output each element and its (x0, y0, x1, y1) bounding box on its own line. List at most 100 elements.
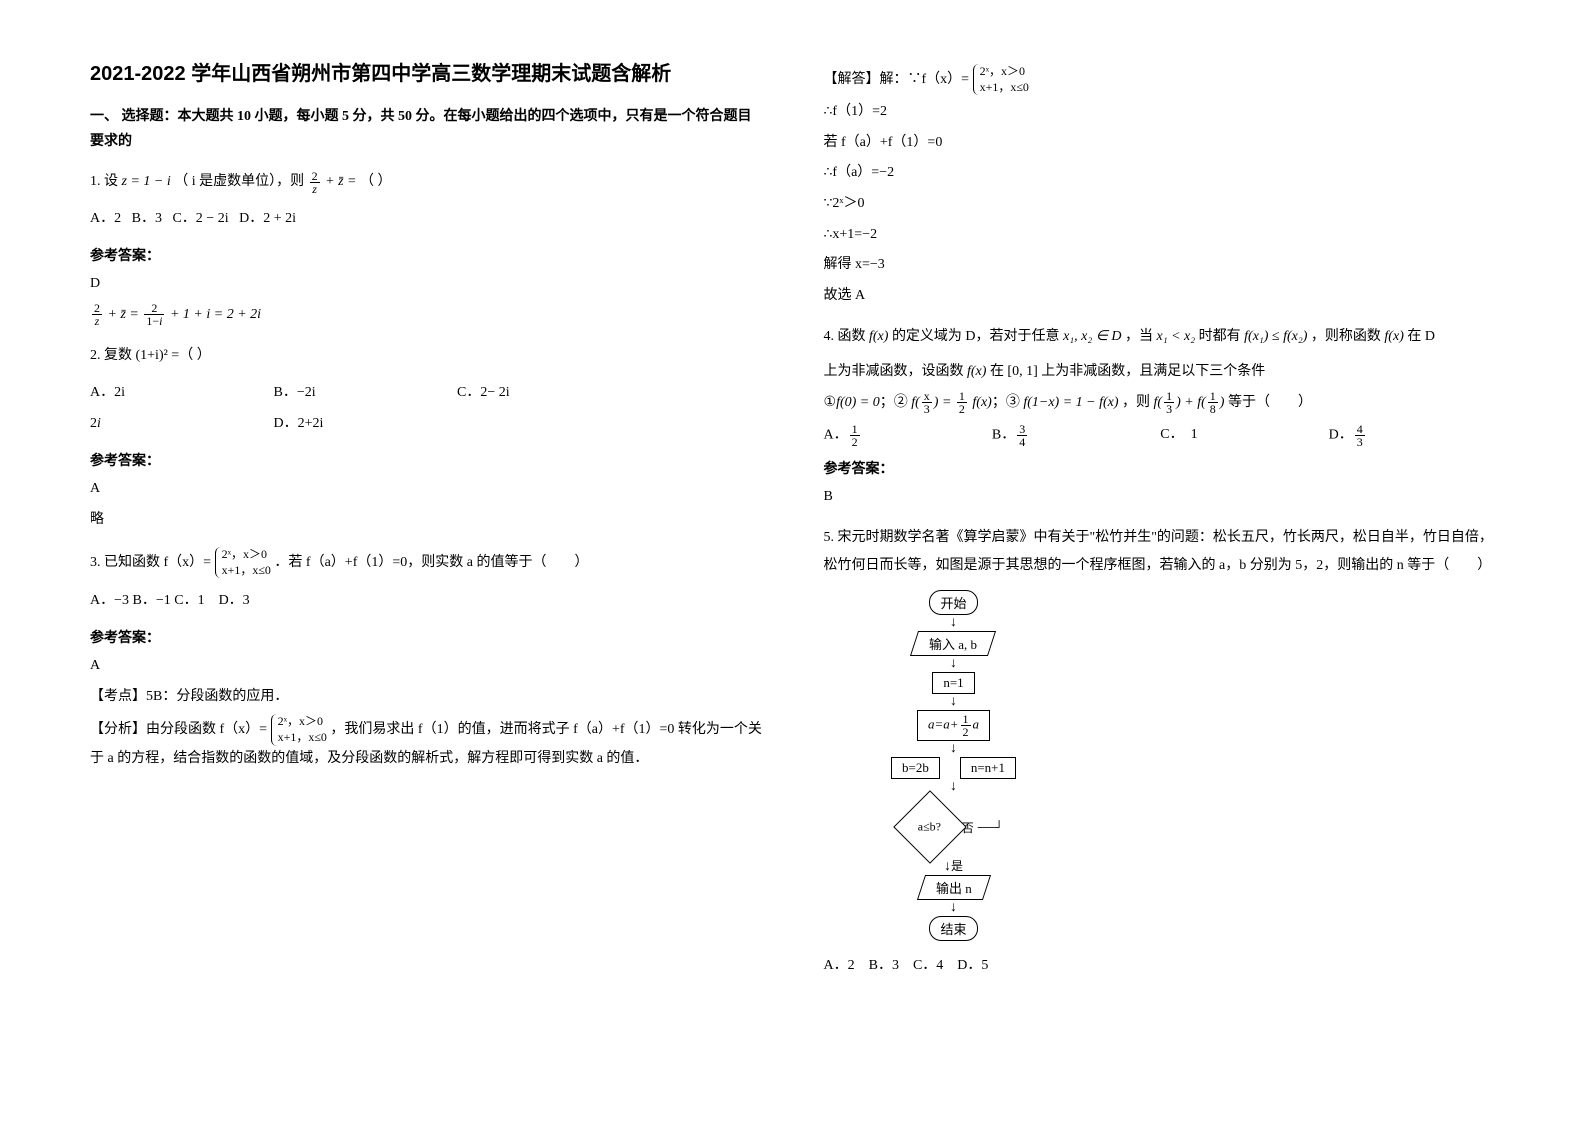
q4-answer: B (824, 484, 1498, 511)
arrow-icon: ↓ (950, 742, 957, 756)
case-line1b: 2ˣ，x＞0 (278, 714, 327, 730)
q3-kaodian: 【考点】5B：分段函数的应用． (90, 684, 764, 711)
q3r-l1: ∴f（1）=2 (824, 99, 1498, 126)
q3r-l2: 若 f（a）+f（1）=0 (824, 130, 1498, 157)
q1-answer-label: 参考答案： (90, 245, 764, 265)
question-4: 4. 函数 f(x) 的定义域为 D，若对于任意 x₁, x₂ ∈ D ，当 x… (824, 323, 1498, 351)
q4-x12: x₁, x₂ ∈ D (1063, 329, 1121, 344)
q1-answer: D (90, 271, 764, 298)
q4-answer-label: 参考答案： (824, 458, 1498, 478)
q5-options: A．2 B．3 C．4 D．5 (824, 951, 1498, 982)
q4-c2: f(x3) = 12 f(x) (911, 395, 992, 410)
right-column: 【解答】解：∵f（x）= 2ˣ，x＞0 x+1，x≤0 ∴f（1）=2 若 f（… (824, 60, 1498, 988)
q2-answer: A (90, 476, 764, 503)
q4-l2post: 在 [0, 1] 上为非减函数，且满足以下三个条件 (990, 364, 1265, 379)
q1-optC: C．2 − 2i (172, 211, 228, 226)
q1-options: A．2 B．3 C．2 − 2i D．2 + 2i (90, 204, 764, 235)
q3r-l4: ∵2ˣ＞0 (824, 191, 1498, 218)
flowchart: 开始 ↓ 输入 a, b ↓ n=1 ↓ a=a+12a ↓ b=2b n=n+… (854, 590, 1054, 941)
q3-post: ．若 f（a）+f（1）=0，则实数 a 的值等于（ ） (274, 555, 588, 570)
fc-start: 开始 (929, 590, 977, 615)
q4-m3: 时都有 (1199, 329, 1241, 344)
fc-yes: 是 (951, 859, 963, 873)
q2-stem: 2. 复数 (1+i)² =（ ） (90, 348, 211, 363)
fc-s2: a=a+12a (917, 710, 990, 741)
q1-working: 2z + z̄ = 21−i + 1 + i = 2 + 2i (90, 302, 764, 329)
case-line2c: x+1，x≤0 (980, 80, 1029, 96)
q2-options: A．2i B．−2i C．2− 2i 2i D．2+2i (90, 378, 764, 440)
q4-ineq: f(x₁) ≤ f(x₂) (1244, 329, 1307, 344)
case-line1c: 2ˣ，x＞0 (980, 64, 1029, 80)
q3-jieda-pre: 【解答】解：∵f（x）= (824, 72, 970, 87)
q4-c3: f(1−x) = 1 − f(x) (1023, 395, 1118, 410)
arrow-icon: ↓ (950, 780, 957, 794)
q3-answer: A (90, 653, 764, 680)
fc-cond: a≤b? (893, 790, 967, 864)
q3-options: A．−3 B．−1 C．1 D．3 (90, 586, 764, 617)
q2-optA: A．2i (90, 378, 270, 409)
arrow-icon: ↓ (950, 657, 957, 671)
q4-m4: ，则称函数 (1311, 329, 1381, 344)
doc-title: 2021-2022 学年山西省朔州市第四中学高三数学理期末试题含解析 (90, 60, 764, 88)
q3r-l7: 故选 A (824, 283, 1498, 310)
arrow-icon: ↓ (950, 695, 957, 709)
arrow-icon: ↓是 (944, 860, 963, 874)
q3-fenxi-cases: 2ˣ，x＞0 x+1，x≤0 (271, 714, 327, 745)
case-line2b: x+1，x≤0 (278, 730, 327, 746)
q2-optD: D．2+2i (274, 416, 324, 431)
q4-fx3: f(x) (967, 364, 986, 379)
q4-optA: A．12 (824, 423, 992, 448)
arrow-icon: ↓ (950, 901, 957, 915)
q2-optB: B．−2i (274, 378, 454, 409)
case-line1: 2ˣ，x＞0 (222, 547, 271, 563)
arrow-right-icon: ──┘ (978, 820, 1004, 835)
q1-optD: D．2 + 2i (239, 211, 296, 226)
q1-expr: z = 1 − i (122, 174, 171, 189)
q1-mid: （ i 是虚数单位），则 (174, 174, 304, 189)
q3-cases: 2ˣ，x＞0 x+1，x≤0 (215, 547, 271, 578)
q4-target: f(13) + f(18) (1154, 395, 1225, 410)
fc-s3: b=2b (891, 757, 940, 779)
page-root: 2021-2022 学年山西省朔州市第四中学高三数学理期末试题含解析 一、 选择… (0, 0, 1587, 1048)
q4-c1: f(0) = 0 (836, 395, 880, 410)
fc-end: 结束 (929, 916, 977, 941)
q3-jieda: 【解答】解：∵f（x）= 2ˣ，x＞0 x+1，x≤0 (824, 64, 1498, 95)
q3r-l5: ∴x+1=−2 (824, 222, 1498, 249)
fc-cond-row: a≤b? 否 ──┘ (904, 795, 1004, 859)
question-5: 5. 宋元时期数学名著《算学启蒙》中有关于"松竹并生"的问题：松长五尺，竹长两尺… (824, 524, 1498, 580)
fc-s1: n=1 (932, 672, 974, 694)
section-heading: 一、 选择题：本大题共 10 小题，每小题 5 分，共 50 分。在每小题给出的… (90, 104, 764, 154)
q3-pre: 3. 已知函数 f（x）= (90, 555, 211, 570)
q4-m2: ，当 (1125, 329, 1153, 344)
q3r-l3: ∴f（a）=−2 (824, 160, 1498, 187)
q1-optB: B．3 (132, 211, 162, 226)
q1-post: （ ） (360, 174, 392, 189)
q1-pre: 1. 设 (90, 174, 118, 189)
q3-answer-label: 参考答案： (90, 627, 764, 647)
fc-main-col: 开始 ↓ 输入 a, b ↓ n=1 ↓ a=a+12a ↓ b=2b n=n+… (854, 590, 1054, 941)
question-1: 1. 设 z = 1 − i （ i 是虚数单位），则 2z + z̄ = （ … (90, 168, 764, 196)
q3-fenxi: 【分析】由分段函数 f（x）= 2ˣ，x＞0 x+1，x≤0 ，我们易求出 f（… (90, 714, 764, 772)
q2-optC: C．2− 2i (457, 385, 510, 400)
q2-note: 略 (90, 507, 764, 534)
fc-loop: n=n+1 (960, 757, 1016, 779)
fc-loop-branch: n=n+1 (960, 757, 1016, 779)
q4-m5: ，则 (1122, 395, 1150, 410)
q1-plus: + z̄ = (325, 174, 360, 189)
q2-answer-label: 参考答案： (90, 450, 764, 470)
q3-fenxi-pre: 【分析】由分段函数 f（x）= (90, 722, 267, 737)
q1-frac: 2z (310, 170, 320, 195)
arrow-icon: ↓ (950, 616, 957, 630)
q4-pre: 4. 函数 (824, 329, 866, 344)
q4-optB: B．34 (992, 423, 1160, 448)
q4-end: 等于（ ） (1228, 395, 1312, 410)
case-line2: x+1，x≤0 (222, 563, 271, 579)
fc-row-b: b=2b n=n+1 (891, 757, 1016, 779)
q4-conditions: ①f(0) = 0；② f(x3) = 12 f(x)；③ f(1−x) = 1… (824, 390, 1498, 417)
q1-optA: A．2 (90, 211, 121, 226)
q4-optD: D．43 (1329, 423, 1497, 448)
q4-cond: x₁ < x₂ (1157, 329, 1196, 344)
q4-end1: 在 D (1407, 329, 1435, 344)
fc-output: 输出 n (917, 875, 991, 900)
q4-optC: C． 1 (1160, 423, 1328, 448)
